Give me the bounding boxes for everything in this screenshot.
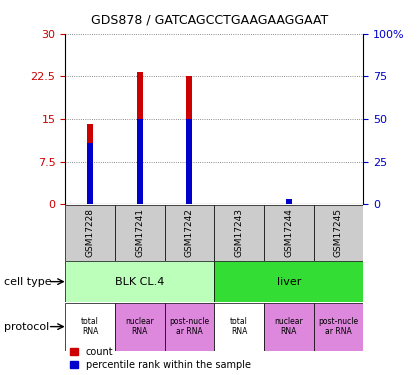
Text: GSM17245: GSM17245 (334, 209, 343, 257)
Text: BLK CL.4: BLK CL.4 (115, 277, 164, 286)
Text: liver: liver (276, 277, 301, 286)
Text: total
RNA: total RNA (81, 317, 99, 336)
Text: GDS878 / GATCAGCCTGAAGAAGGAAT: GDS878 / GATCAGCCTGAAGAAGGAAT (92, 13, 328, 26)
Text: total
RNA: total RNA (230, 317, 248, 336)
Bar (186, 119, 192, 204)
Bar (314, 205, 363, 261)
Bar (264, 303, 314, 351)
Bar (115, 303, 165, 351)
Bar (286, 200, 292, 204)
Bar (214, 303, 264, 351)
Bar (165, 303, 214, 351)
Bar (286, 199, 292, 204)
Bar (65, 205, 115, 261)
Bar (165, 205, 214, 261)
Text: nuclear
RNA: nuclear RNA (274, 317, 303, 336)
Bar (314, 303, 363, 351)
Text: GSM17228: GSM17228 (85, 209, 94, 257)
Text: GSM17244: GSM17244 (284, 209, 293, 257)
Bar (136, 72, 143, 204)
Bar (87, 124, 93, 204)
Bar (65, 261, 214, 302)
Text: cell type: cell type (4, 277, 52, 286)
Text: GSM17242: GSM17242 (185, 209, 194, 257)
Legend: count, percentile rank within the sample: count, percentile rank within the sample (70, 347, 250, 370)
Text: GSM17243: GSM17243 (234, 209, 244, 257)
Bar (214, 261, 363, 302)
Bar (115, 205, 165, 261)
Text: nuclear
RNA: nuclear RNA (125, 317, 154, 336)
Bar (136, 119, 143, 204)
Text: post-nucle
ar RNA: post-nucle ar RNA (169, 317, 210, 336)
Text: post-nucle
ar RNA: post-nucle ar RNA (318, 317, 359, 336)
Bar (65, 303, 115, 351)
Bar (264, 205, 314, 261)
Text: protocol: protocol (4, 322, 50, 332)
Bar (87, 143, 93, 204)
Bar (186, 76, 192, 204)
Text: GSM17241: GSM17241 (135, 209, 144, 257)
Bar (214, 205, 264, 261)
